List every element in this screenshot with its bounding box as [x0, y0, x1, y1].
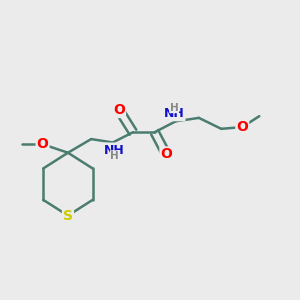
Text: O: O: [37, 137, 49, 151]
Text: O: O: [160, 147, 172, 161]
Text: S: S: [63, 208, 73, 223]
Text: H: H: [110, 151, 119, 161]
Text: O: O: [236, 120, 248, 134]
Text: H: H: [170, 103, 178, 112]
Text: NH: NH: [164, 107, 184, 120]
Text: NH: NH: [104, 143, 124, 157]
Text: O: O: [113, 103, 125, 117]
